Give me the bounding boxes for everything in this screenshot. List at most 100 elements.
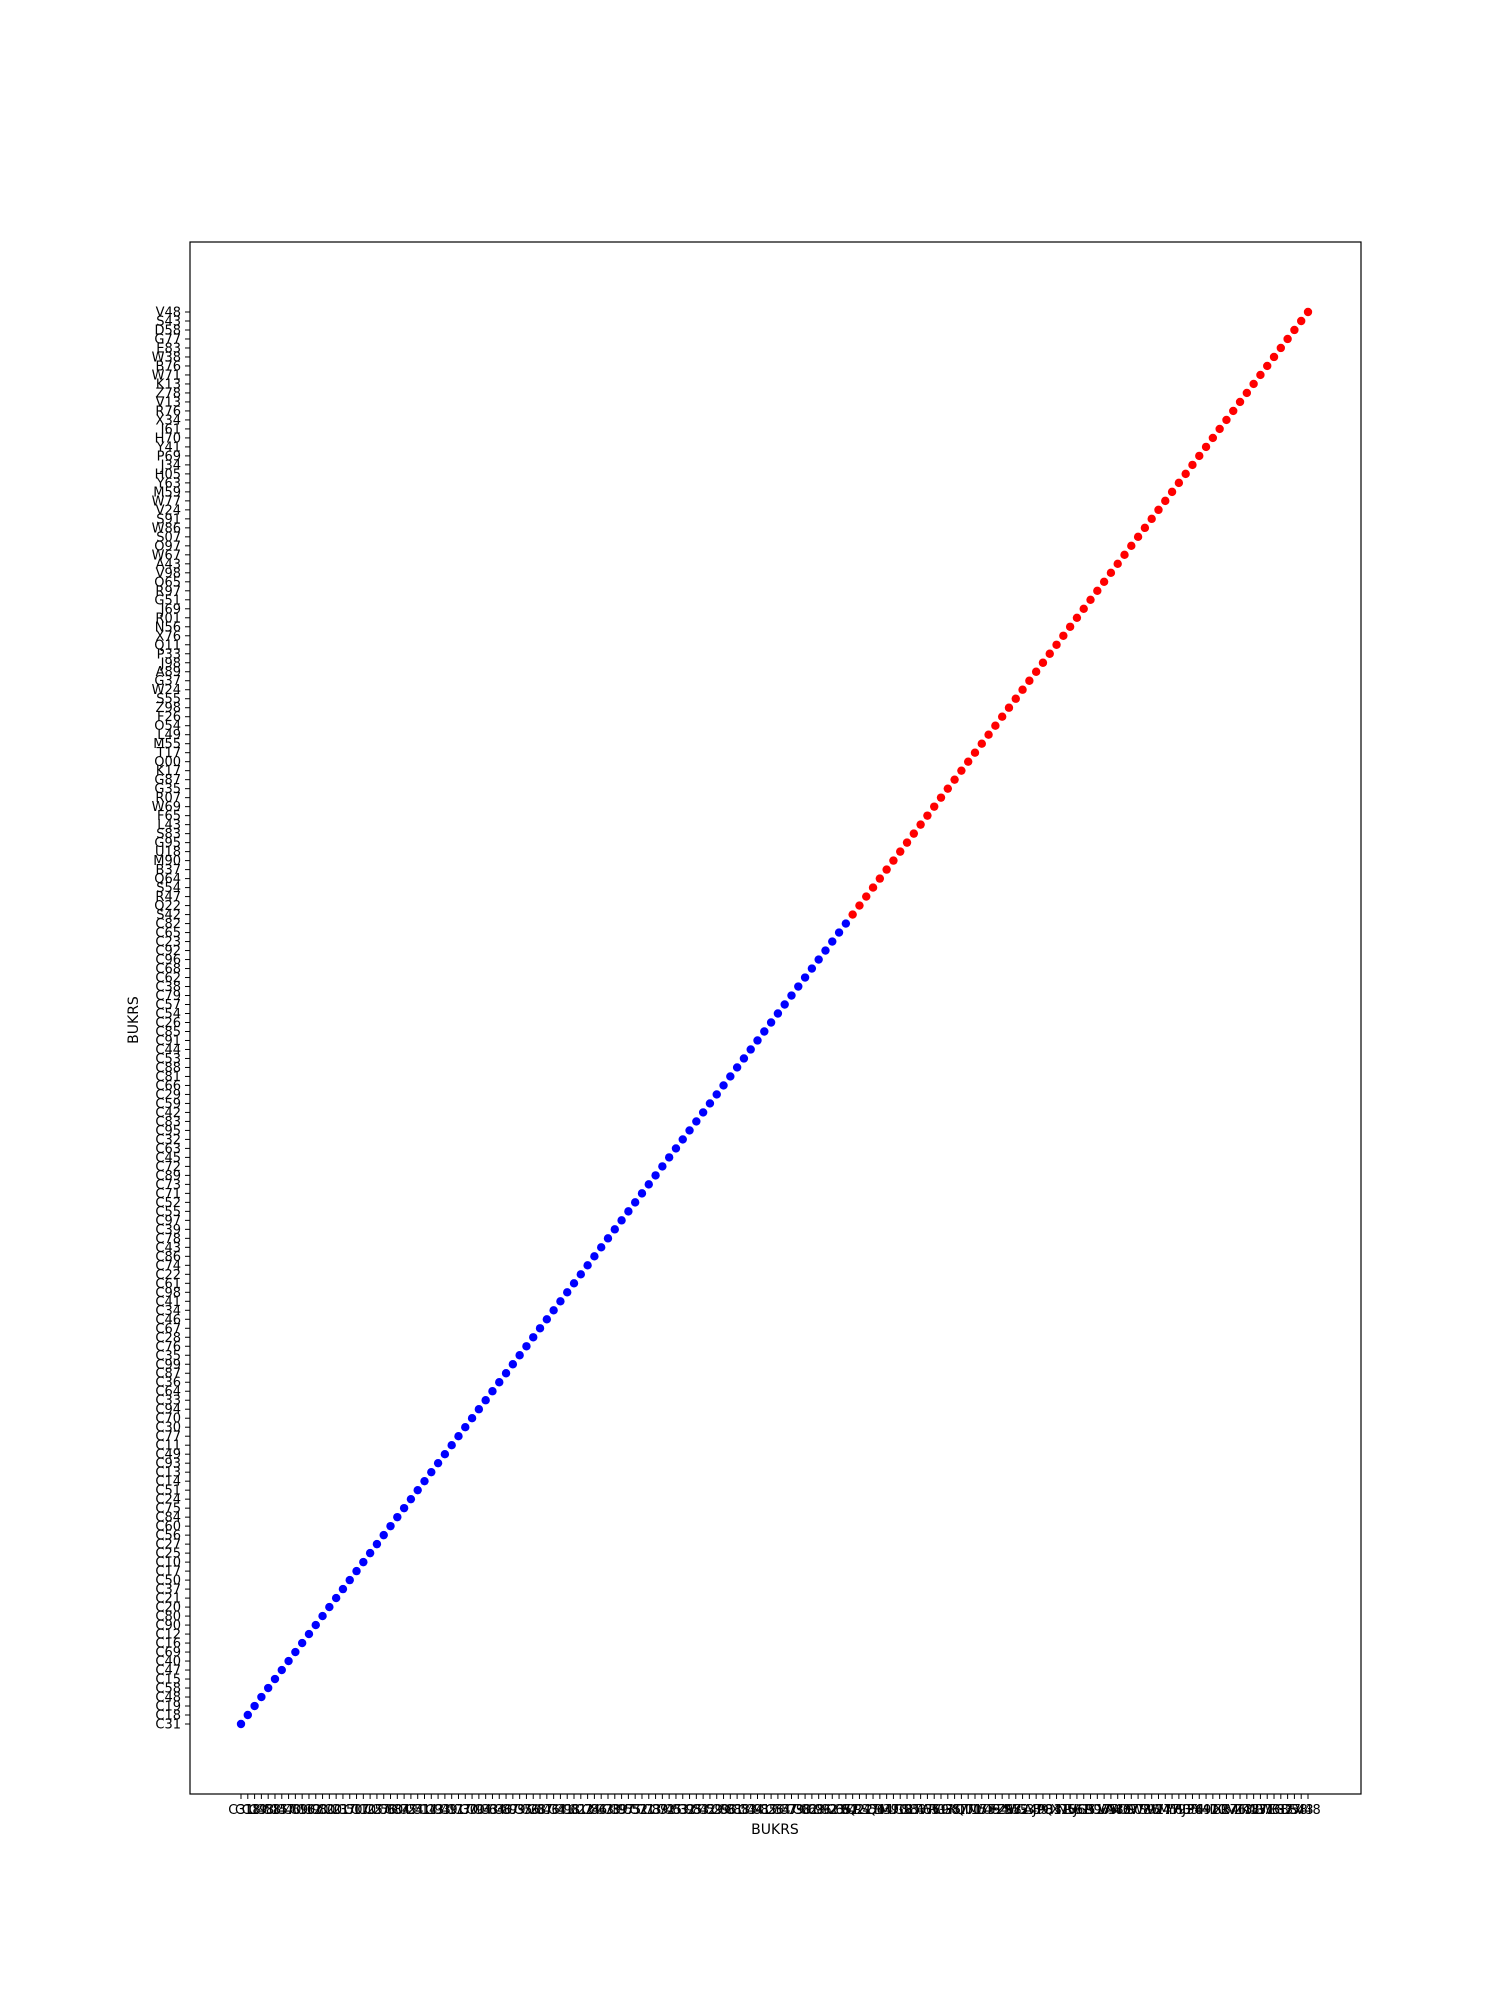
- y-tick-label: C52: [155, 1196, 181, 1211]
- x-tick-label: C60: [378, 1803, 404, 1818]
- y-tick-label: C23: [155, 935, 181, 950]
- y-tick-label: I61: [161, 422, 181, 437]
- x-tick-label: C18: [235, 1803, 261, 1818]
- data-point: [1052, 640, 1061, 649]
- data-point: [896, 847, 905, 856]
- x-tick-label: K17: [949, 1803, 974, 1818]
- y-tick-label: C89: [155, 1169, 181, 1184]
- data-point: [461, 1423, 470, 1432]
- data-point: [848, 910, 857, 919]
- data-point: [583, 1261, 592, 1270]
- y-tick-label: C22: [155, 1268, 181, 1283]
- data-point: [1249, 379, 1258, 389]
- data-point: [1303, 307, 1313, 317]
- y-tick-label: O65: [154, 575, 181, 590]
- data-point: [365, 1548, 375, 1558]
- y-tick-label: G37: [154, 674, 181, 689]
- y-tick-label: C88: [155, 1061, 181, 1076]
- y-tick-label: C38: [155, 980, 181, 995]
- data-point: [753, 1036, 762, 1045]
- x-tick-label: C13: [418, 1803, 444, 1818]
- x-tick-label: C29: [704, 1803, 730, 1818]
- y-tick-label: C87: [155, 1367, 181, 1382]
- data-point: [637, 1189, 647, 1198]
- y-tick-label: S54: [156, 881, 181, 896]
- y-tick-label: W77: [152, 494, 181, 509]
- data-point: [291, 1647, 300, 1657]
- x-tick-label: C33: [473, 1803, 499, 1818]
- y-tick-label: C14: [155, 1475, 181, 1490]
- x-tick-label: C30: [452, 1803, 478, 1818]
- x-tick-label: M90: [880, 1803, 908, 1818]
- x-tick-label: P69: [1187, 1803, 1211, 1818]
- x-tick-label: Q64: [866, 1803, 893, 1818]
- data-point: [454, 1432, 463, 1441]
- data-point: [685, 1126, 694, 1135]
- data-point: [325, 1602, 334, 1612]
- y-tick-label: Z98: [156, 701, 181, 716]
- data-point: [977, 739, 986, 748]
- y-tick-label: C70: [155, 1412, 181, 1427]
- x-tick-label: C52: [622, 1803, 648, 1818]
- y-tick-label: C62: [155, 971, 181, 986]
- y-tick-label: C50: [155, 1574, 181, 1589]
- y-tick-label: O97: [154, 539, 181, 554]
- x-tick-label: R47: [853, 1803, 879, 1818]
- y-tick-label: A43: [156, 557, 181, 572]
- data-point: [1093, 586, 1102, 596]
- data-point: [1235, 397, 1245, 407]
- y-tick-label: J34: [160, 458, 181, 473]
- x-tick-label: C34: [541, 1803, 567, 1818]
- y-tick-label: C47: [155, 1664, 181, 1679]
- data-point: [495, 1378, 504, 1387]
- data-point: [800, 973, 810, 982]
- data-point: [596, 1243, 606, 1252]
- x-tick-label: D58: [1281, 1803, 1308, 1818]
- data-point: [1147, 514, 1156, 524]
- data-point: [508, 1360, 518, 1369]
- y-axis-label: BUKRS: [126, 996, 142, 1044]
- data-point: [338, 1584, 348, 1594]
- x-tick-label: C87: [493, 1803, 519, 1818]
- y-tick-label: C73: [155, 1178, 181, 1193]
- y-tick-label: C74: [155, 1259, 181, 1274]
- x-tick-label: C15: [262, 1803, 288, 1818]
- y-tick-label: C69: [155, 1646, 181, 1661]
- y-tick-label: S55: [156, 692, 181, 707]
- x-tick-label: S54: [861, 1803, 886, 1818]
- y-tick-label: C83: [155, 1115, 181, 1130]
- x-tick-label: Z78: [1234, 1803, 1259, 1818]
- plot-frame: [189, 241, 1362, 1795]
- data-point: [1283, 334, 1292, 344]
- y-tick-label: S83: [156, 827, 181, 842]
- x-tick-label: C49: [432, 1803, 458, 1818]
- y-tick-label: C65: [155, 926, 181, 941]
- x-tick-label: C88: [724, 1803, 750, 1818]
- x-tick-label: U18: [887, 1803, 913, 1818]
- y-tick-label: C48: [155, 1691, 181, 1706]
- y-tick-label: K17: [156, 764, 181, 779]
- y-tick-label: C63: [155, 1142, 181, 1157]
- data-point: [1242, 388, 1252, 398]
- data-point: [406, 1494, 416, 1504]
- data-point: [243, 1710, 252, 1720]
- data-point: [902, 838, 912, 847]
- data-point: [1120, 550, 1129, 560]
- y-tick-label: W24: [152, 683, 181, 698]
- data-point: [1290, 325, 1299, 335]
- x-tick-label: W77: [1151, 1803, 1180, 1818]
- x-tick-label: C39: [602, 1803, 628, 1818]
- x-tick-label: C38: [785, 1803, 811, 1818]
- y-tick-label: C67: [155, 1322, 181, 1337]
- y-tick-label: M90: [153, 854, 181, 869]
- data-point: [970, 748, 980, 757]
- x-tick-label: L43: [909, 1803, 933, 1818]
- y-tick-label: S91: [156, 512, 181, 527]
- data-point: [1263, 361, 1272, 371]
- x-tick-label: M59: [1158, 1803, 1186, 1818]
- data-point: [984, 730, 993, 739]
- data-point: [787, 991, 796, 1000]
- data-point: [841, 919, 851, 928]
- y-tick-label: G35: [154, 782, 181, 797]
- y-tick-label: X34: [156, 413, 181, 428]
